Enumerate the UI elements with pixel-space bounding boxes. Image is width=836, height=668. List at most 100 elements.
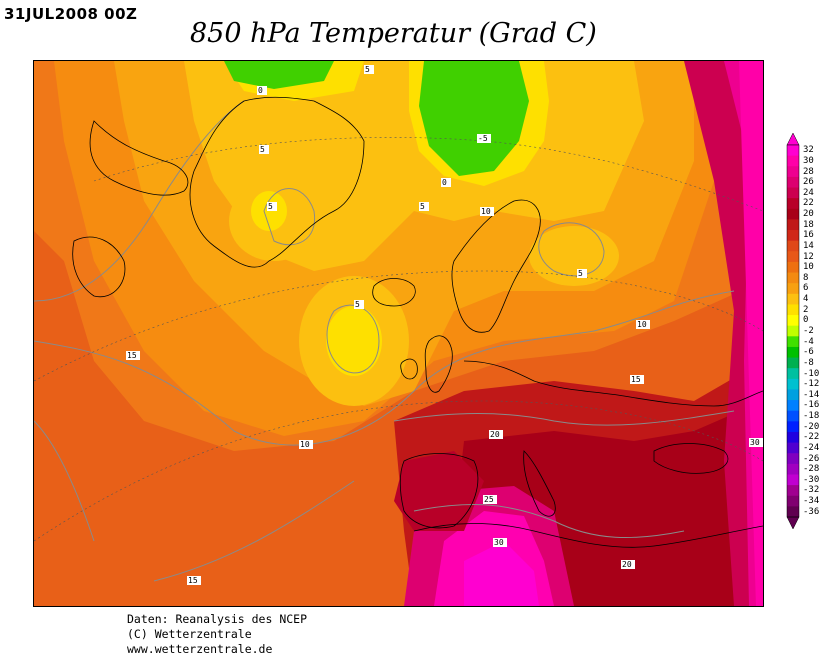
contour-label: 10 [637, 320, 647, 329]
contour-label: 15 [188, 576, 198, 585]
scale-swatch [787, 176, 799, 189]
scale-label: 30 [803, 155, 814, 166]
scale-label: 0 [803, 315, 809, 326]
scale-swatch [787, 421, 799, 433]
scale-label: 12 [803, 251, 814, 262]
scale-swatch [787, 400, 799, 412]
credits: Daten: Reanalysis des NCEP (C) Wetterzen… [127, 612, 307, 657]
scale-label: 2 [803, 304, 809, 315]
scale-swatch [787, 453, 799, 465]
scale-label: -26 [803, 453, 820, 464]
scale-label: -10 [803, 368, 820, 379]
scale-label: 8 [803, 272, 809, 283]
scale-label: 28 [803, 166, 814, 177]
scale-label: -24 [803, 442, 820, 453]
scale-swatch [787, 485, 799, 497]
scale-label: -20 [803, 421, 820, 432]
scale-label: -8 [803, 357, 814, 368]
scale-label: -28 [803, 464, 820, 475]
scale-label: 6 [803, 283, 809, 294]
scale-label: 18 [803, 219, 814, 230]
scale-label: 10 [803, 262, 814, 273]
scale-label: -6 [803, 347, 814, 358]
contour-label: 25 [484, 495, 494, 504]
contour-label: 0 [258, 86, 263, 95]
map-title: 850 hPa Temperatur (Grad C) [190, 18, 597, 49]
scale-label: -12 [803, 379, 820, 390]
scale-label: -18 [803, 411, 820, 422]
scale-swatch [787, 187, 799, 199]
scale-swatch [787, 155, 799, 167]
scale-label: -34 [803, 496, 820, 507]
contour-label: 5 [355, 300, 360, 309]
scale-label: 24 [803, 187, 814, 198]
scale-swatch [787, 506, 799, 518]
contour-label: 30 [750, 438, 760, 447]
scale-swatch [787, 145, 799, 157]
scale-label: -4 [803, 336, 814, 347]
scale-swatch [787, 346, 799, 359]
scale-swatch [787, 336, 799, 348]
scale-swatch [787, 251, 799, 263]
credits-url[interactable]: www.wetterzentrale.de [127, 642, 273, 656]
scale-swatch [787, 357, 799, 369]
contour-label: 20 [622, 560, 632, 569]
scale-arrow-bottom [786, 516, 800, 530]
contour-label: 15 [631, 375, 641, 384]
contour-label: 5 [578, 269, 583, 278]
scale-label: -16 [803, 400, 820, 411]
scale-label: 14 [803, 240, 814, 251]
contour-label: 20 [490, 430, 500, 439]
temperature-map: 0 5 5 -5 0 5 5 10 5 5 10 15 15 [33, 60, 764, 607]
scale-swatch [787, 495, 799, 507]
scale-label: 22 [803, 198, 814, 209]
scale-label: -14 [803, 389, 820, 400]
scale-label: 20 [803, 209, 814, 220]
scale-arrow-top [786, 132, 800, 146]
scale-swatch [787, 410, 799, 422]
scale-label: -22 [803, 432, 820, 443]
scale-swatch [787, 431, 799, 444]
scale-outline [786, 144, 800, 518]
credits-data-source: Daten: Reanalysis des NCEP [127, 612, 308, 626]
scale-label: -32 [803, 485, 820, 496]
contour-label: -5 [478, 134, 488, 143]
scale-label: -36 [803, 506, 820, 517]
scale-swatch [787, 272, 799, 284]
scale-swatch [787, 389, 799, 401]
scale-swatch [787, 325, 799, 337]
contour-label: 10 [300, 440, 310, 449]
scale-swatch [787, 378, 799, 390]
scale-swatch [787, 315, 799, 327]
scale-label: 16 [803, 230, 814, 241]
scale-label: -30 [803, 474, 820, 485]
scale-swatch [787, 208, 799, 220]
scale-label: 4 [803, 294, 809, 305]
credits-copyright: (C) Wetterzentrale [127, 627, 252, 641]
scale-swatch [787, 293, 799, 305]
contour-label: 15 [127, 351, 137, 360]
scale-label: -2 [803, 326, 814, 336]
contour-label: 5 [268, 202, 273, 211]
contour-label: 5 [365, 65, 370, 74]
contour-label: 30 [494, 538, 504, 547]
contour-label: 10 [481, 207, 491, 216]
scale-swatch [787, 219, 799, 231]
scale-swatch [787, 368, 799, 380]
scale-swatch [787, 304, 799, 316]
scale-swatch [787, 261, 799, 274]
contour-label: 0 [442, 178, 447, 187]
color-scale-bar [786, 132, 800, 530]
scale-swatch [787, 463, 799, 475]
scale-swatch [787, 283, 799, 295]
date-label: 31JUL2008 00Z [4, 5, 138, 23]
scale-swatch [787, 230, 799, 242]
scale-swatch [787, 240, 799, 252]
scale-swatch [787, 198, 799, 210]
scale-swatch [787, 166, 799, 178]
scale-label: 32 [803, 145, 814, 156]
scale-swatch [787, 474, 799, 486]
contour-label: 5 [260, 145, 265, 154]
contour-label: 5 [420, 202, 425, 211]
scale-swatch [787, 442, 799, 454]
